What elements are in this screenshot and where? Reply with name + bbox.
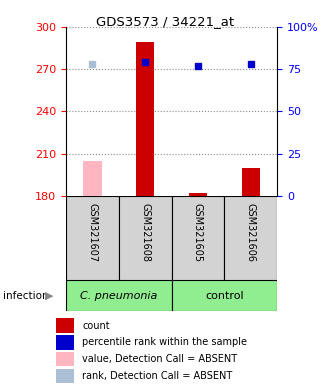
Bar [66,196,119,280]
Bar [83,161,102,196]
Text: percentile rank within the sample: percentile rank within the sample [82,338,248,348]
Text: GSM321607: GSM321607 [87,203,97,262]
Bar [56,369,74,383]
Text: control: control [205,291,244,301]
Bar [56,335,74,350]
Text: count: count [82,321,110,331]
Text: rank, Detection Call = ABSENT: rank, Detection Call = ABSENT [82,371,233,381]
Text: GSM321608: GSM321608 [140,203,150,262]
Text: GSM321605: GSM321605 [193,203,203,262]
Text: C. pneumonia: C. pneumonia [80,291,157,301]
Bar [189,193,207,196]
Bar [136,42,154,196]
Text: infection: infection [3,291,49,301]
Text: ▶: ▶ [45,291,54,301]
Bar [172,280,277,311]
Bar [119,196,172,280]
Bar [56,352,74,366]
Text: GDS3573 / 34221_at: GDS3573 / 34221_at [96,15,234,28]
Text: value, Detection Call = ABSENT: value, Detection Call = ABSENT [82,354,238,364]
Text: GSM321606: GSM321606 [246,203,256,262]
Bar [66,280,172,311]
Bar [56,318,74,333]
Bar [172,196,224,280]
Bar [224,196,277,280]
Bar [242,168,260,196]
